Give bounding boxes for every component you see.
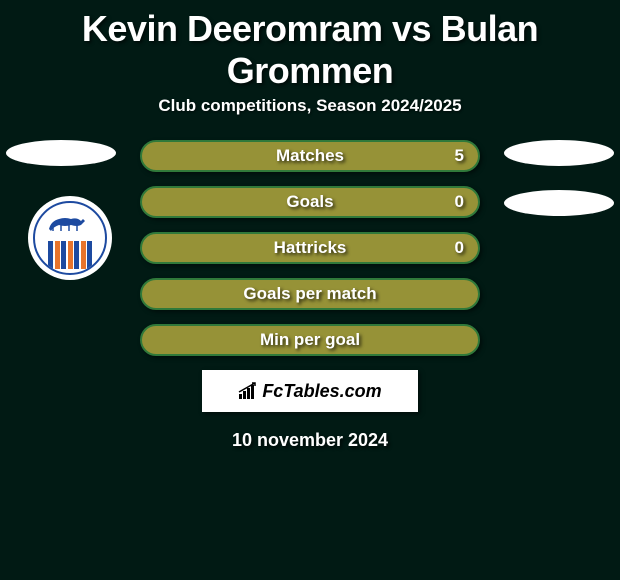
stat-row: Min per goal: [0, 324, 620, 356]
stripe: [48, 241, 53, 269]
badge-horse: [45, 211, 95, 239]
stat-label: Min per goal: [260, 330, 360, 350]
badge-outer: [28, 196, 112, 280]
stripe: [61, 241, 66, 269]
chart-bars-icon: [238, 382, 260, 400]
stat-pill-goals: Goals 0: [140, 186, 480, 218]
footer-brand-badge: FcTables.com: [202, 370, 418, 412]
badge-stripes: [48, 241, 92, 269]
stat-pill-hattricks: Hattricks 0: [140, 232, 480, 264]
horse-icon: [45, 211, 87, 233]
stat-pill-min-per-goal: Min per goal: [140, 324, 480, 356]
stat-row: Goals per match: [0, 278, 620, 310]
club-badge: [28, 196, 112, 280]
stat-pill-goals-per-match: Goals per match: [140, 278, 480, 310]
stat-label: Matches: [276, 146, 344, 166]
player-right-oval-2: [504, 190, 614, 216]
stat-label: Goals: [286, 192, 333, 212]
stat-value: 5: [455, 146, 464, 166]
stripe: [81, 241, 86, 269]
date-text: 10 november 2024: [0, 412, 620, 451]
stripe: [87, 241, 92, 269]
player-right-oval-1: [504, 140, 614, 166]
brand-label: FcTables.com: [262, 381, 381, 402]
stat-value: 0: [455, 192, 464, 212]
stat-label: Goals per match: [243, 284, 376, 304]
stripe: [74, 241, 79, 269]
stat-label: Hattricks: [274, 238, 347, 258]
comparison-card: Kevin Deeromram vs Bulan Grommen Club co…: [0, 0, 620, 451]
badge-ring: [33, 201, 107, 275]
footer-brand-text: FcTables.com: [238, 381, 381, 402]
stripe: [55, 241, 60, 269]
stat-value: 0: [455, 238, 464, 258]
page-title: Kevin Deeromram vs Bulan Grommen: [0, 0, 620, 96]
stat-pill-matches: Matches 5: [140, 140, 480, 172]
subtitle: Club competitions, Season 2024/2025: [0, 96, 620, 140]
stats-area: Matches 5 Goals 0 Hattricks 0 Goals per …: [0, 140, 620, 356]
player-left-oval: [6, 140, 116, 166]
stripe: [68, 241, 73, 269]
